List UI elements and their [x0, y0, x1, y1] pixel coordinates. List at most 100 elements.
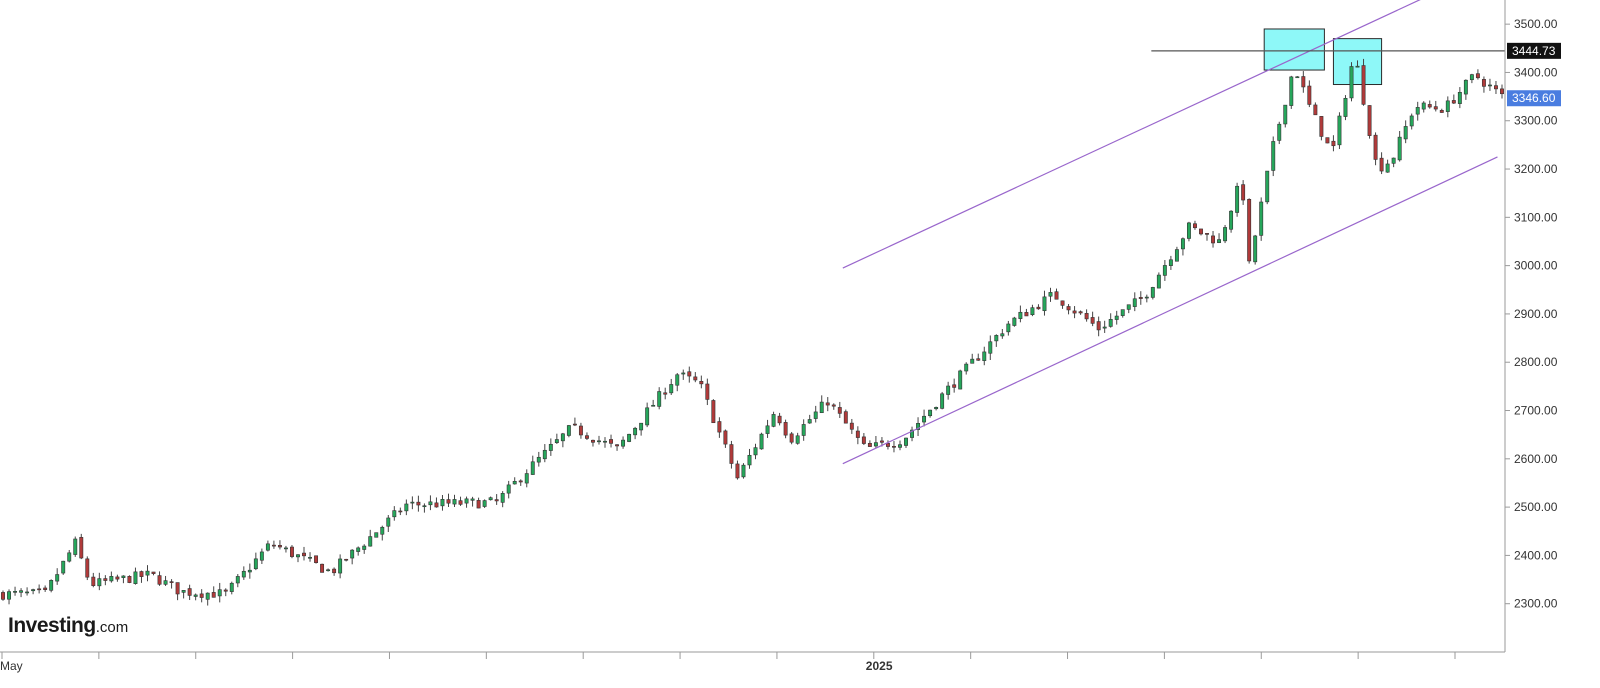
candle-body — [1331, 140, 1336, 147]
candle-body — [970, 358, 975, 364]
candle-body — [1313, 104, 1318, 116]
candle-body — [1150, 287, 1155, 298]
investing-logo: Investing.com — [8, 614, 128, 638]
candle-body — [699, 380, 704, 385]
candle-body — [560, 433, 565, 442]
candle-body — [1180, 238, 1185, 250]
candle-body — [1205, 233, 1209, 235]
candle-body — [1162, 265, 1167, 276]
candle-body — [277, 545, 282, 548]
y-tick-label: 3100.00 — [1514, 210, 1558, 224]
candle-body — [849, 422, 854, 430]
candle-body — [1271, 141, 1276, 171]
candle-body — [109, 576, 114, 582]
candle-body — [892, 446, 896, 448]
candle-body — [584, 435, 589, 439]
candle-body — [1289, 76, 1294, 106]
candle-body — [223, 589, 228, 592]
candle-body — [1090, 317, 1095, 324]
candle-body — [67, 552, 72, 562]
candle-body — [1000, 333, 1005, 337]
candle-body — [476, 500, 481, 509]
y-tick-label: 3300.00 — [1514, 114, 1558, 128]
candle-body — [518, 480, 523, 483]
candle-body — [1373, 134, 1378, 160]
y-tick-label: 3500.00 — [1514, 17, 1558, 31]
candle-body — [1030, 307, 1035, 316]
candle-body — [1120, 309, 1125, 316]
candle-body — [747, 454, 752, 466]
logo-tld: .com — [95, 619, 129, 636]
candle-body — [572, 423, 577, 426]
candle-body — [548, 443, 553, 451]
candle-body — [1036, 306, 1041, 310]
candle-body — [1048, 292, 1053, 297]
candle-body — [783, 422, 788, 436]
candle-body — [693, 376, 698, 381]
candle-body — [681, 372, 686, 375]
candle-body — [446, 499, 451, 504]
candle-body — [627, 433, 632, 442]
candle-body — [928, 409, 933, 417]
candle-body — [1427, 104, 1432, 108]
candle-body — [663, 392, 668, 395]
candle-body — [1397, 136, 1402, 161]
candle-body — [1391, 157, 1396, 164]
candle-body — [1054, 291, 1059, 300]
y-tick-label: 2400.00 — [1514, 548, 1558, 562]
candle-body — [855, 430, 860, 438]
candle-body — [362, 545, 367, 550]
price-tag-bg-1 — [1507, 42, 1561, 59]
candle-body — [1355, 65, 1360, 68]
candle-body — [729, 444, 734, 464]
candle-body — [43, 587, 48, 590]
candle-body — [163, 580, 168, 585]
candle-body — [1108, 319, 1113, 327]
candle-body — [500, 493, 505, 503]
candle-body — [1229, 210, 1234, 230]
candle-body — [735, 463, 740, 479]
candle-body — [1379, 157, 1384, 172]
candle-body — [825, 402, 830, 406]
candle-body — [675, 374, 680, 386]
candle-body — [139, 571, 144, 577]
candle-body — [1132, 298, 1137, 307]
candle-body — [1006, 323, 1011, 333]
candle-body — [464, 498, 469, 504]
candle-body — [229, 582, 234, 592]
candle-body — [482, 500, 487, 507]
candle-body — [1, 592, 5, 600]
price-tag-bg-2 — [1507, 90, 1561, 107]
y-tick-label: 2800.00 — [1514, 355, 1558, 369]
channel-lines — [842, 0, 1505, 465]
channel-upper-line — [842, 0, 1421, 269]
candle-body — [1096, 321, 1101, 331]
candle-body — [356, 547, 361, 552]
candle-body — [982, 351, 987, 361]
candle-body — [819, 401, 824, 414]
candle-body — [723, 430, 728, 445]
candle-body — [1253, 235, 1258, 263]
candle-body — [1283, 104, 1288, 125]
axes: 2300.00 2400.00 2500.00 2600.00 2700.00 2800.… — [0, 0, 1558, 673]
candle-body — [765, 425, 770, 434]
candle-body — [934, 407, 939, 410]
candle-body — [1469, 74, 1474, 81]
candle-body — [1138, 297, 1143, 299]
candle-body — [247, 569, 252, 573]
candle-body — [49, 580, 54, 591]
candle-body — [145, 570, 150, 576]
candle-body — [494, 499, 499, 502]
x-tick-label: May — [0, 659, 23, 673]
candle-body — [85, 558, 90, 578]
candle-body — [1445, 100, 1450, 112]
candle-body — [199, 593, 204, 598]
candle-body — [1217, 239, 1222, 243]
candle-body — [169, 581, 174, 583]
candle-body — [615, 444, 620, 447]
candle-body — [759, 433, 764, 450]
candle-body — [554, 439, 559, 443]
candle-body — [308, 556, 312, 559]
candle-body — [428, 501, 433, 506]
candle-body — [603, 440, 607, 443]
